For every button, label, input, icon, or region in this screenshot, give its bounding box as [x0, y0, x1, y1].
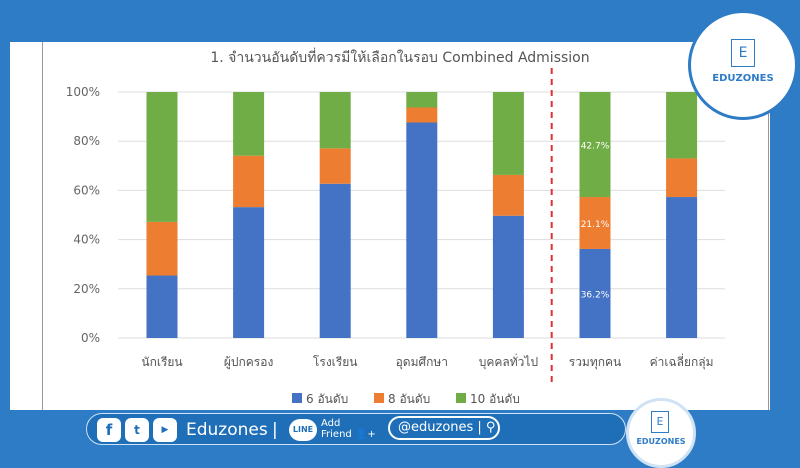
y-tick-label: 80%: [73, 134, 100, 148]
logo-letter: E: [651, 411, 669, 433]
bar-segment: [579, 197, 611, 249]
y-tick-label: 0%: [81, 331, 100, 345]
eduzones-logo: E EDUZONES: [688, 10, 798, 120]
friend-text: Friend: [321, 429, 352, 440]
x-tick-label: บุคคลทั่วไป: [479, 353, 538, 370]
line-icon[interactable]: LINE: [289, 419, 317, 441]
bar-segment: [666, 158, 698, 198]
data-label: 42.7%: [581, 142, 610, 152]
bar-segment: [406, 107, 438, 123]
bar-segment: [666, 197, 698, 338]
handle-text: @eduzones: [398, 420, 474, 435]
logo-letter: E: [731, 39, 755, 67]
search-icon: | ⚲: [477, 420, 496, 435]
slide-content: [10, 42, 770, 410]
logo-text: EDUZONES: [636, 437, 686, 446]
bar-segment: [146, 221, 178, 276]
stacked-bar-chart: 0% 20% 40% 60% 80% 100% นักเรียน ผู้ปกครอง โรงเร…: [66, 68, 725, 406]
x-tick-label: นักเรียน: [141, 355, 182, 369]
bar-segment: [146, 92, 178, 222]
logo-text: EDUZONES: [712, 73, 774, 84]
y-tick-label: 20%: [73, 282, 100, 296]
chart-title: 1. จำนวนอันดับที่ควรมีให้เลือกในรอบ Comb…: [210, 50, 590, 66]
x-tick-label: ค่าเฉลี่ยกลุ่ม: [650, 353, 714, 370]
bar-segment: [233, 207, 265, 338]
bar-segment: [406, 92, 438, 108]
bar-segment: [319, 92, 351, 149]
bar-segment: [319, 148, 351, 184]
legend-label: 6 อันดับ: [306, 392, 348, 406]
youtube-icon[interactable]: ▶: [153, 418, 177, 442]
legend-label: 8 อันดับ: [388, 392, 430, 406]
bar-segment: [579, 92, 611, 198]
legend-swatch: [456, 393, 466, 403]
bar-segment: [406, 122, 438, 338]
add-friend-label[interactable]: Add Friend 👤+: [321, 418, 376, 440]
bar-segment: [492, 215, 524, 338]
y-tick-label: 100%: [66, 85, 100, 99]
bar-segment: [233, 92, 265, 156]
y-tick-label: 60%: [73, 183, 100, 197]
left-divider: [42, 42, 43, 410]
x-tick-label: ผู้ปกครอง: [224, 355, 273, 370]
bar-segment: [233, 155, 265, 208]
bar-segment: [579, 248, 611, 338]
right-divider: [768, 42, 769, 410]
eduzones-logo-small: E EDUZONES: [626, 398, 696, 468]
x-tick-label: โรงเรียน: [313, 355, 358, 369]
add-user-icon: 👤+: [354, 429, 376, 440]
bar-segment: [492, 174, 524, 216]
twitter-icon[interactable]: t: [125, 418, 149, 442]
legend-swatch: [292, 393, 302, 403]
bar-segment: [319, 183, 351, 338]
handle-search[interactable]: @eduzones | ⚲: [388, 416, 500, 440]
separator: |: [272, 420, 278, 440]
y-tick-label: 40%: [73, 233, 100, 247]
bar-segment: [492, 92, 524, 175]
bar-segment: [666, 92, 698, 159]
data-label: 21.1%: [581, 220, 610, 230]
facebook-icon[interactable]: f: [97, 418, 121, 442]
x-tick-label: รวมทุกคน: [569, 355, 622, 370]
add-text: Add: [321, 418, 341, 429]
bar-segment: [146, 275, 178, 338]
legend-label: 10 อันดับ: [470, 392, 520, 406]
legend-swatch: [374, 393, 384, 403]
data-label: 36.2%: [581, 290, 610, 300]
social-name: Eduzones: [186, 420, 268, 440]
x-tick-label: อุดมศึกษา: [396, 355, 448, 370]
